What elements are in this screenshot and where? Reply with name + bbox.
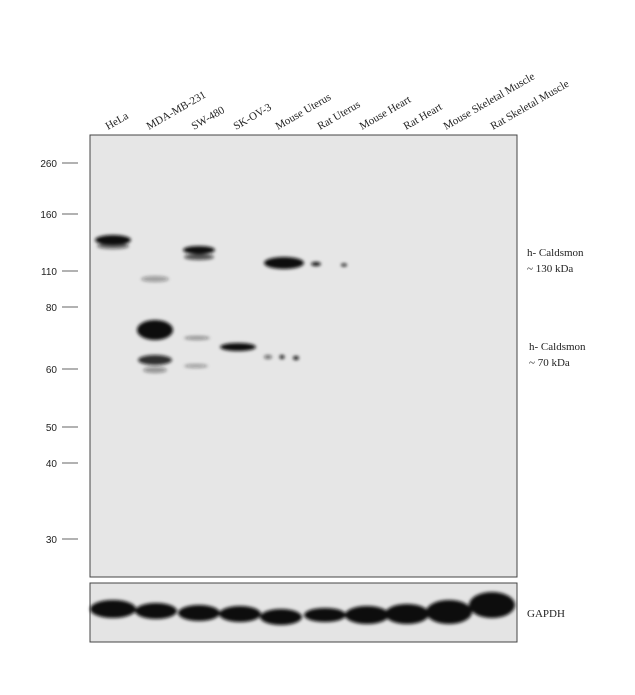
marker-label: 30 — [46, 535, 58, 546]
marker-label: 110 — [41, 267, 57, 278]
marker-label: 40 — [46, 459, 58, 470]
lane-label: SK-OV-3 — [232, 101, 275, 133]
annotation: ~ 130 kDa — [527, 263, 573, 275]
annotations: h- Caldsmon ~ 130 kDa h- Caldsmon ~ 70 k… — [527, 247, 586, 620]
lane-label: Rat Skeletal Muscle — [489, 78, 572, 133]
marker-label: 60 — [46, 365, 58, 376]
lane-label: SW-480 — [190, 104, 228, 133]
marker-label: 160 — [40, 210, 57, 221]
annotation: h- Caldsmon — [527, 247, 584, 259]
annotation: h- Caldsmon — [529, 341, 586, 353]
loading-control-label: GAPDH — [527, 608, 565, 620]
gapdh-bands — [90, 592, 515, 625]
bands — [95, 235, 347, 373]
marker-label: 50 — [46, 423, 58, 434]
annotation: ~ 70 kDa — [529, 357, 570, 369]
marker-label: 80 — [46, 303, 58, 314]
marker-label: 260 — [40, 159, 57, 170]
lane-label: HeLa — [104, 110, 131, 133]
